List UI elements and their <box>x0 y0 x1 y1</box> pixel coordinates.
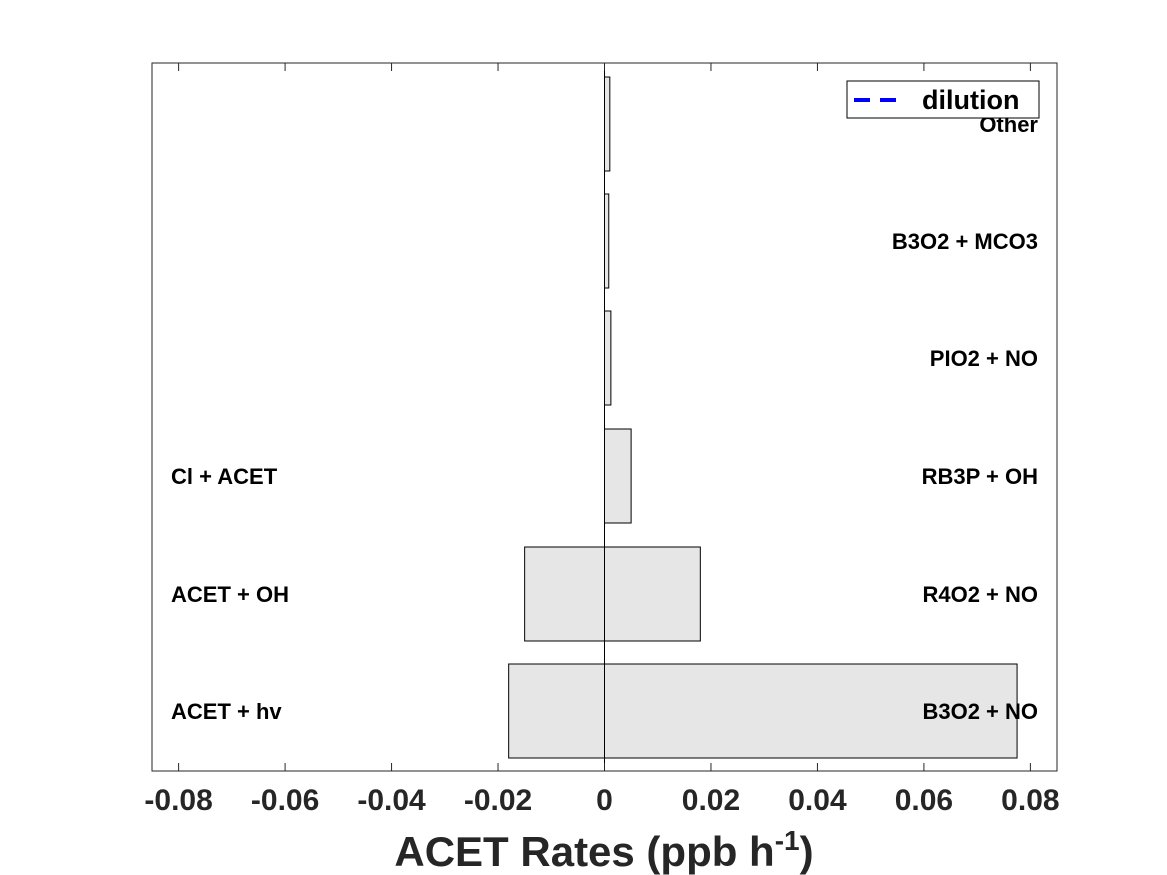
loss-label: ACET + OH <box>171 582 289 607</box>
legend: dilution <box>846 80 1040 119</box>
x-axis-title: ACET Rates (ppb h-1) <box>394 825 813 875</box>
legend-box <box>846 80 1040 119</box>
x-tick-labels: -0.08 -0.06 -0.04 -0.02 0 0.02 0.04 0.06 0.08 <box>144 784 1059 817</box>
x-tick-label: -0.02 <box>464 784 532 817</box>
production-label: PIO2 + NO <box>930 346 1038 371</box>
x-axis-title-main: ACET Rates (ppb h <box>394 828 774 875</box>
loss-bar <box>508 663 606 759</box>
ticks-layer <box>178 63 1031 771</box>
production-bar <box>604 546 701 642</box>
x-tick-label: 0.08 <box>1001 784 1059 817</box>
x-tick-label: -0.04 <box>357 784 426 817</box>
bar-labels-layer: B3O2 + NO ACET + hv R4O2 + NO ACET + OH RB3P… <box>171 112 1038 724</box>
x-tick-label: -0.08 <box>144 784 212 817</box>
loss-label: Cl + ACET <box>171 464 278 489</box>
x-tick-label: -0.06 <box>251 784 319 817</box>
x-axis-title-sup: -1 <box>775 825 800 856</box>
production-bar <box>604 76 611 172</box>
x-axis-title-tail: ) <box>800 828 814 875</box>
production-bar <box>604 428 632 524</box>
production-label: B3O2 + NO <box>922 699 1038 724</box>
bars-layer <box>508 76 1018 759</box>
production-label: B3O2 + MCO3 <box>892 229 1038 254</box>
production-bar <box>604 310 612 406</box>
production-label: R4O2 + NO <box>922 582 1038 607</box>
production-label: RB3P + OH <box>922 464 1038 489</box>
production-bar <box>604 663 1018 759</box>
x-tick-label: 0.02 <box>682 784 740 817</box>
legend-dilution-label: dilution <box>922 85 1019 115</box>
loss-label: ACET + hv <box>171 699 282 724</box>
x-tick-label: 0.04 <box>788 784 847 817</box>
loss-bar <box>524 546 605 642</box>
x-tick-label: 0 <box>596 784 613 817</box>
x-tick-label: 0.06 <box>895 784 953 817</box>
production-bar <box>604 193 610 289</box>
